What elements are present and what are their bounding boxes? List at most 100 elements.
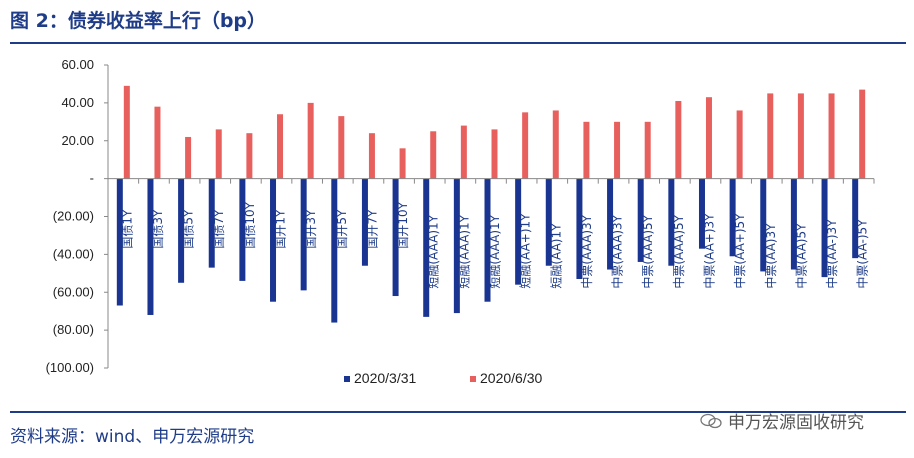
bar-series-2	[277, 114, 284, 179]
category-label: 中票(AA)3Y	[763, 223, 778, 289]
y-tick-label: (40.00)	[53, 246, 94, 261]
y-tick-label: (100.00)	[46, 360, 94, 375]
category-label: 中票(AAA)3Y	[579, 214, 594, 288]
bar-chart: 60.00 40.00 20.00 - (20.00) (40.00) (60.00) (80…	[46, 57, 875, 386]
category-label-group: 短融(AAA)1Y	[457, 214, 471, 288]
category-label-group: 国债1Y	[120, 209, 134, 249]
bar-series-1	[116, 178, 123, 306]
bar-series-2	[767, 93, 774, 179]
bar-series-2	[675, 100, 682, 179]
bar-series-1	[484, 178, 491, 302]
bar-series-2	[859, 89, 866, 179]
watermark-text: 申万宏源固收研究	[728, 413, 864, 433]
category-label: 国开1Y	[274, 209, 288, 249]
bar-series-1	[852, 178, 859, 259]
bar-series-1	[331, 178, 338, 323]
category-label-group: 国开3Y	[304, 209, 318, 249]
bar-series-1	[453, 178, 460, 314]
category-label-group: 中票(AAA)3Y	[579, 214, 594, 288]
category-label-group: 短融(AA)1Y	[549, 223, 563, 289]
category-label: 国债7Y	[212, 209, 226, 249]
chart-title: 图 2：债券收益率上行（bp）	[10, 10, 267, 32]
category-label: 国开7Y	[365, 209, 379, 249]
category-label-group: 中票(AA)5Y	[793, 223, 808, 289]
y-tick-label: (60.00)	[53, 284, 94, 299]
category-label-group: 中票(AAA)5Y	[640, 214, 655, 288]
bar-series-2	[705, 97, 712, 179]
category-label-group: 短融(AAA)1Y	[427, 214, 441, 288]
category-label: 国开5Y	[335, 209, 349, 249]
bar-series-2	[185, 136, 192, 179]
category-label: 中票(AA-)3Y	[824, 219, 839, 289]
category-label: 短融(AAA)1Y	[457, 214, 471, 288]
footer-divider	[10, 411, 906, 413]
category-label: 中票(AA)5Y	[793, 223, 808, 289]
bar-series-1	[729, 178, 736, 257]
category-label-group: 国债3Y	[151, 209, 165, 249]
category-label: 短融(AA+)1Y	[519, 213, 533, 289]
category-label: 中票(AA+)5Y	[732, 213, 747, 289]
bar-series-1	[147, 178, 154, 315]
category-label: 国开10Y	[396, 201, 410, 248]
category-label-group: 中票(AA+)3Y	[701, 213, 716, 289]
bar-series-1	[239, 178, 246, 281]
bar-series-2	[460, 125, 467, 179]
legend-label: 2020/6/30	[480, 370, 542, 386]
bar-series-2	[491, 129, 498, 179]
bar-series-1	[760, 178, 767, 272]
bar-series-1	[637, 178, 644, 262]
bar-series-1	[790, 178, 797, 270]
bar-series-1	[423, 178, 430, 317]
bar-series-2	[614, 121, 621, 179]
bar-series-2	[246, 133, 253, 179]
bar-series-1	[821, 178, 828, 278]
category-label-group: 中票(AAA)5Y	[671, 214, 686, 288]
bar-series-1	[607, 178, 614, 270]
category-label-group: 短融(AAA)1Y	[488, 214, 502, 288]
category-label-group: 国债7Y	[212, 209, 226, 249]
bar-series-2	[644, 121, 651, 179]
bar-series-2	[430, 131, 437, 179]
category-label: 中票(AAA)5Y	[671, 214, 686, 288]
y-tick-label: -	[90, 171, 94, 186]
category-label-group: 短融(AA+)1Y	[519, 213, 533, 289]
category-label: 国债3Y	[151, 209, 165, 249]
title-divider	[10, 42, 906, 44]
bar-series-2	[154, 106, 161, 179]
bar-series-1	[545, 178, 552, 266]
category-label: 中票(AA+)3Y	[701, 213, 716, 289]
bar-series-2	[552, 110, 559, 179]
category-label-group: 国开1Y	[274, 209, 288, 249]
category-label-group: 中票(AA-)5Y	[855, 219, 870, 289]
bar-series-2	[828, 93, 835, 179]
category-label-group: 中票(AA+)5Y	[732, 213, 747, 289]
category-label: 国开3Y	[304, 209, 318, 249]
bar-series-2	[522, 112, 529, 179]
bar-series-2	[338, 116, 345, 179]
category-label: 国债5Y	[182, 209, 196, 249]
category-label-group: 国开5Y	[335, 209, 349, 249]
category-label: 短融(AA)1Y	[549, 223, 563, 289]
bar-series-1	[300, 178, 307, 291]
category-label: 短融(AAA)1Y	[488, 214, 502, 288]
bar-series-2	[307, 102, 314, 179]
category-label: 国债10Y	[243, 201, 257, 248]
bar-series-2	[399, 148, 406, 179]
legend-swatch	[470, 376, 476, 382]
bar-series-1	[515, 178, 522, 285]
bar-series-1	[576, 178, 583, 279]
bar-series-1	[270, 178, 277, 302]
bar-series-1	[698, 178, 705, 249]
category-label-group: 国债10Y	[243, 201, 257, 248]
category-label: 中票(AA-)5Y	[855, 219, 870, 289]
category-label-group: 中票(AA)3Y	[763, 223, 778, 289]
bar-series-1	[208, 178, 215, 268]
y-tick-label: 40.00	[61, 95, 94, 110]
bar-series-2	[583, 121, 590, 179]
bar-series-2	[123, 85, 130, 179]
bar-series-2	[215, 129, 222, 179]
category-label-group: 国开10Y	[396, 201, 410, 248]
y-tick-label: (20.00)	[53, 209, 94, 224]
bar-series-2	[368, 133, 375, 179]
y-tick-label: 60.00	[61, 57, 94, 72]
